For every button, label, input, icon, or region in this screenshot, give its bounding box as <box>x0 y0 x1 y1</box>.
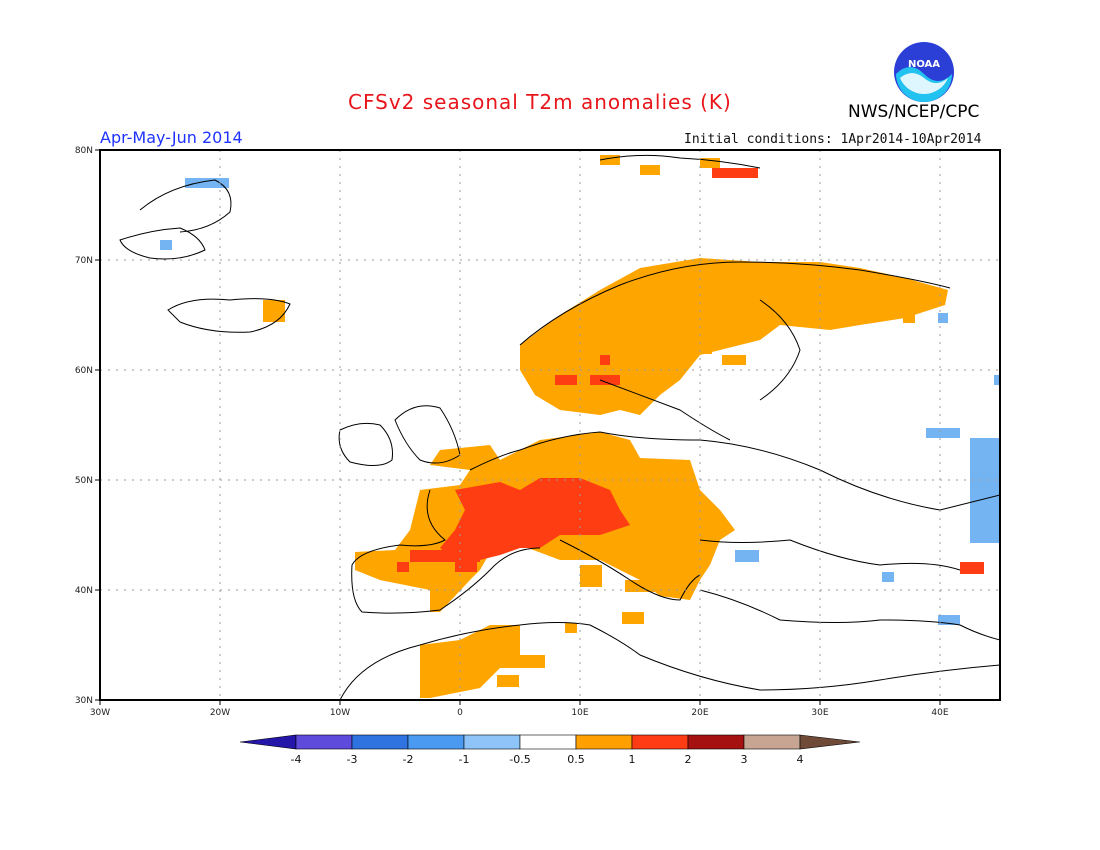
lat-label: 60N <box>75 366 93 376</box>
lon-label: 30E <box>811 708 828 718</box>
colorbar-tick: -4 <box>291 753 302 766</box>
anomaly-cool-0.5-1 <box>160 178 1000 625</box>
colorbar: -4 -3 -2 -1 -0.5 0.5 1 2 3 4 <box>239 734 861 766</box>
lat-label: 30N <box>75 696 93 706</box>
colorbar-tick: -1 <box>459 753 470 766</box>
colorbar-segment <box>743 734 801 750</box>
colorbar-segment <box>407 734 465 750</box>
colorbar-segment <box>351 734 409 750</box>
lat-label: 80N <box>75 146 93 156</box>
map-ticks <box>95 149 941 705</box>
longitude-labels: 30W 20W 10W 0 10E 20E 30E 40E <box>90 708 949 718</box>
colorbar-tick: 0.5 <box>567 753 585 766</box>
logo-text: NOAA <box>908 59 940 70</box>
lon-label: 20E <box>691 708 708 718</box>
lon-label: 20W <box>210 708 230 718</box>
lat-label: 50N <box>75 476 93 486</box>
initial-conditions-label: Initial conditions: 1Apr2014-10Apr2014 <box>684 132 982 147</box>
period-label: Apr-May-Jun 2014 <box>100 128 243 147</box>
map-title: CFSv2 seasonal T2m anomalies (K) <box>348 90 732 114</box>
anomaly-warm-0.5-1 <box>263 155 948 698</box>
colorbar-segment <box>239 734 297 750</box>
lat-label: 70N <box>75 256 93 266</box>
anomaly-shading <box>160 155 1000 698</box>
lon-label: 0 <box>457 708 463 718</box>
noaa-logo: NOAA <box>894 42 954 102</box>
colorbar-tick: 1 <box>629 753 636 766</box>
lat-label: 40N <box>75 586 93 596</box>
colorbar-tick: 2 <box>685 753 692 766</box>
colorbar-tick: 4 <box>797 753 804 766</box>
colorbar-segment <box>519 734 577 750</box>
colorbar-segment <box>631 734 689 750</box>
map-frame <box>99 149 1001 701</box>
graticule <box>100 150 1000 700</box>
lon-label: 40E <box>931 708 948 718</box>
anomaly-warm-1-2 <box>397 168 984 574</box>
colorbar-tick: -2 <box>403 753 414 766</box>
lon-label: 10E <box>571 708 588 718</box>
colorbar-segment <box>799 734 861 750</box>
colorbar-tick: 3 <box>741 753 748 766</box>
colorbar-tick: -3 <box>347 753 358 766</box>
lon-label: 30W <box>90 708 110 718</box>
coastlines <box>119 154 1000 700</box>
colorbar-tick: -0.5 <box>509 753 530 766</box>
agency-label: NWS/NCEP/CPC <box>848 102 980 122</box>
colorbar-segment <box>575 734 633 750</box>
colorbar-segment <box>295 734 353 750</box>
latitude-labels: 80N 70N 60N 50N 40N 30N <box>75 146 93 706</box>
colorbar-segment <box>463 734 521 750</box>
colorbar-segment <box>687 734 745 750</box>
lon-label: 10W <box>330 708 350 718</box>
